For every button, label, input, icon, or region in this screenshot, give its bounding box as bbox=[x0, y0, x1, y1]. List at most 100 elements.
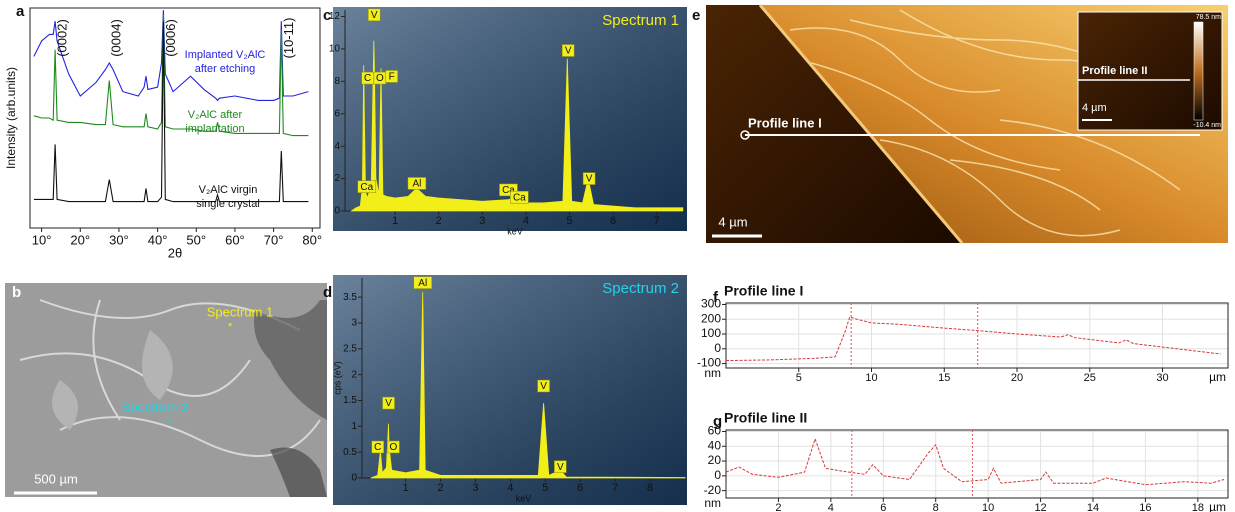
chart-title: Spectrum 2 bbox=[602, 280, 679, 297]
scale-label: 500 µm bbox=[34, 471, 78, 486]
x-tick-label: 2 bbox=[438, 482, 444, 494]
x-tick-label: 1 bbox=[403, 482, 409, 494]
x-unit: µm bbox=[1209, 370, 1226, 384]
peak-tag bbox=[385, 70, 398, 83]
y-tick-label: 2.5 bbox=[343, 343, 357, 354]
series-label: implantation bbox=[185, 123, 244, 135]
x-tick-label: 4 bbox=[523, 215, 529, 227]
x-tick-label: 70° bbox=[264, 232, 284, 247]
x-tick-label: 10° bbox=[32, 232, 52, 247]
y-tick-label: 0.5 bbox=[343, 447, 357, 458]
peak-tag-label: Ca bbox=[502, 185, 515, 196]
y-tick-label: -100 bbox=[697, 356, 721, 370]
y-unit: nm bbox=[704, 366, 721, 380]
panel-letter: f bbox=[713, 289, 719, 306]
x-tick-label: 12 bbox=[1034, 502, 1046, 512]
y-tick-label: 8 bbox=[334, 76, 340, 87]
spectrum-area bbox=[370, 291, 686, 479]
x-tick-label: 8 bbox=[933, 502, 939, 512]
peak-tag bbox=[413, 276, 433, 289]
panel-letter: d bbox=[323, 284, 332, 301]
chart-title: Profile line II bbox=[724, 410, 807, 426]
x-tick-label: 6 bbox=[880, 502, 886, 512]
x-tick-label: 25 bbox=[1084, 372, 1096, 384]
y-tick-label: 0 bbox=[351, 473, 357, 484]
panel-letter: a bbox=[16, 3, 25, 20]
peak-tag bbox=[407, 177, 427, 190]
y-tick-label: 200 bbox=[701, 311, 721, 325]
x-tick-label: 2 bbox=[775, 502, 781, 512]
peak-tag bbox=[561, 44, 575, 57]
afm-image: Profile line I 4 µm Profile line II 4 µm… bbox=[692, 4, 1228, 244]
color-bar-min: -10.4 nm bbox=[1193, 122, 1221, 129]
color-bar bbox=[1193, 21, 1204, 121]
x-tick-label: 14 bbox=[1087, 502, 1099, 512]
afm-texture bbox=[789, 9, 1201, 237]
peak-tag-label: O bbox=[390, 442, 398, 453]
peak-tag bbox=[537, 379, 550, 393]
x-tick-label: 7 bbox=[654, 215, 660, 227]
scale-label: 4 µm bbox=[718, 214, 747, 229]
data-line bbox=[33, 21, 309, 203]
x-tick-label: 30 bbox=[1156, 372, 1168, 384]
x-tick-label: 50° bbox=[186, 232, 206, 247]
y-axis-label: cps (eV) bbox=[332, 361, 342, 395]
sem-image: * * Spectrum 1 Spectrum 2 500 µm b bbox=[5, 283, 327, 497]
peak-label: (0004) bbox=[109, 19, 124, 57]
x-axis-label: keV bbox=[516, 493, 532, 503]
peak-tag-label: Al bbox=[412, 179, 421, 190]
y-tick-label: 60 bbox=[708, 424, 722, 438]
spectrum-label: Spectrum 2 bbox=[122, 399, 188, 414]
y-axis-label: Intensity (arb.units) bbox=[4, 67, 18, 169]
peak-tag-label: C bbox=[374, 442, 381, 453]
y-tick-label: 300 bbox=[701, 297, 721, 311]
x-tick-label: 7 bbox=[612, 482, 618, 494]
panel-shading bbox=[333, 275, 687, 505]
x-tick-label: 4 bbox=[507, 482, 513, 494]
x-axis-label: keV bbox=[507, 226, 523, 236]
x-tick-label: 1 bbox=[392, 215, 398, 227]
y-tick-label: -20 bbox=[704, 483, 722, 497]
plot-frame bbox=[725, 429, 1229, 499]
series-label: single crystal bbox=[196, 198, 260, 210]
y-tick-label: 3.5 bbox=[343, 292, 357, 303]
peak-label: (0006) bbox=[163, 19, 178, 57]
x-tick-label: 80° bbox=[302, 232, 322, 247]
peak-tag-label: V bbox=[385, 398, 392, 409]
peak-tag-label: Al bbox=[418, 278, 427, 289]
x-tick-label: 60° bbox=[225, 232, 245, 247]
x-tick-label: 16 bbox=[1139, 502, 1151, 512]
x-tick-label: 5 bbox=[796, 372, 802, 384]
spectrum-marker: * bbox=[167, 417, 172, 429]
x-tick-label: 20° bbox=[70, 232, 90, 247]
y-tick-label: 4 bbox=[334, 141, 340, 152]
chart-title: Profile line I bbox=[724, 283, 803, 299]
afm-edge bbox=[758, 4, 964, 244]
peak-tag bbox=[357, 180, 377, 193]
data-line bbox=[33, 10, 309, 102]
y-tick-label: 1.5 bbox=[343, 395, 357, 406]
peak-tag-label: Ca bbox=[360, 182, 373, 193]
y-tick-label: 20 bbox=[708, 453, 722, 467]
panel-letter: c bbox=[323, 7, 331, 24]
x-tick-label: 10 bbox=[982, 502, 994, 512]
sem-dark-region bbox=[270, 447, 327, 497]
profile-label: Profile line II bbox=[1082, 65, 1147, 77]
sem-dark-region bbox=[254, 300, 327, 420]
peak-tag-label: V bbox=[540, 381, 547, 392]
peak-tag-label: C bbox=[364, 73, 371, 84]
peak-tag bbox=[371, 440, 384, 454]
peak-tag bbox=[510, 190, 529, 204]
spectrum-marker: * bbox=[228, 321, 233, 333]
x-tick-label: 2 bbox=[436, 215, 442, 227]
x-unit: µm bbox=[1209, 500, 1226, 512]
chart-title: Spectrum 1 bbox=[602, 12, 679, 29]
y-tick-label: 12 bbox=[329, 11, 341, 22]
series-label: after etching bbox=[195, 63, 256, 75]
peak-tag-label: V bbox=[565, 46, 572, 57]
y-tick-label: 10 bbox=[329, 44, 341, 55]
peak-label: (0002) bbox=[55, 19, 70, 57]
scale-label: 4 µm bbox=[1082, 102, 1107, 114]
peak-tag bbox=[367, 8, 381, 22]
